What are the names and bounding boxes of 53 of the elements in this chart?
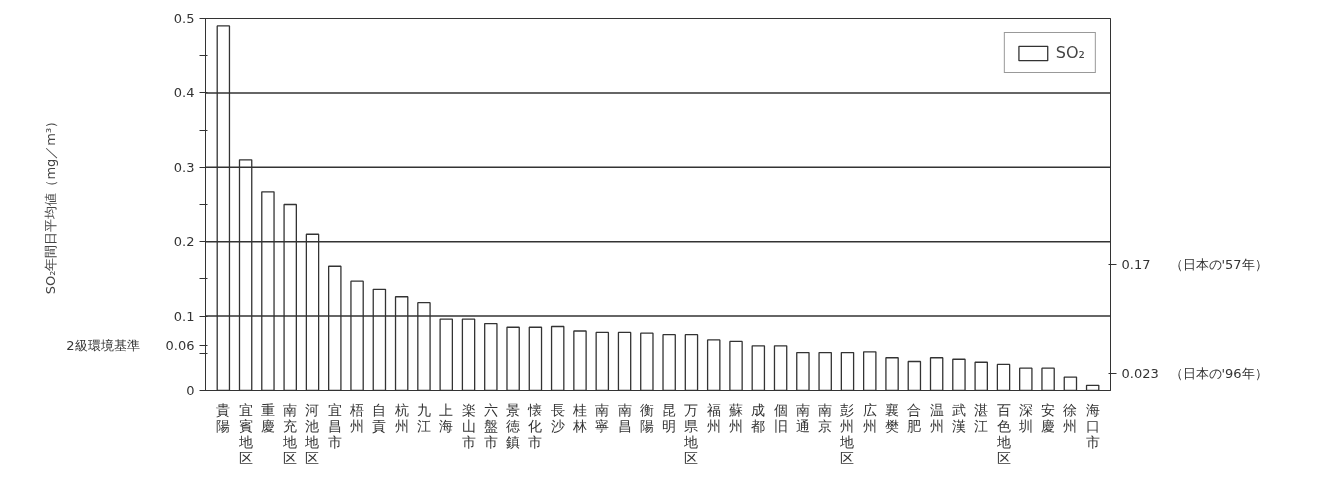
x-tick-label: 杭州 <box>393 401 409 434</box>
x-tick-label: 福州 <box>706 401 721 434</box>
x-tick-label: 長沙 <box>550 401 565 434</box>
text: （日本の'57年） <box>1169 256 1268 272</box>
x-tick-label: 徐州 <box>1063 401 1078 434</box>
y-tick-label: 0 <box>186 383 195 398</box>
y-tick-label: 0.4 <box>173 85 195 101</box>
x-tick-label: 宜賓地区 <box>237 401 253 466</box>
x-tick-label: 深圳 <box>1017 401 1033 434</box>
x-tick-label: 海口市 <box>1085 401 1100 450</box>
x-tick-label: 河池地区 <box>304 401 320 466</box>
x-tick-label: 宜昌市 <box>327 401 342 450</box>
x-tick-label: 梧州 <box>349 401 365 434</box>
x-tick-label: 百色地区 <box>995 401 1011 466</box>
x-tick-label: 衡陽 <box>639 401 654 434</box>
x-tick-label: 彭州地区 <box>839 401 855 466</box>
x-tick-label: 自貢 <box>372 401 387 434</box>
x-tick-label: 楽山市 <box>461 401 476 450</box>
x-tick-label: 武漢 <box>951 401 966 434</box>
legend-label: SO₂ <box>1055 43 1085 62</box>
x-tick-label: 安慶 <box>1041 401 1056 434</box>
x-tick-label: 湛江 <box>974 401 989 434</box>
x-tick-label: 広州 <box>862 401 877 434</box>
x-tick-label: 南充地区 <box>282 401 298 466</box>
y2-tick-label: 0.17 <box>1121 256 1151 272</box>
y-tick-label: 0.3 <box>173 159 195 175</box>
x-tick-label: 六盤市 <box>483 401 498 450</box>
x-tick-label: 合肥 <box>907 401 922 434</box>
y-tick-label: 0.2 <box>173 234 195 250</box>
x-tick-label: 成都 <box>751 401 766 434</box>
x-tick-label: 景徳鎮 <box>506 401 521 450</box>
y-tick-label: 2級環境基準 0.06 <box>66 338 195 354</box>
x-tick-label: 貴陽 <box>216 401 231 434</box>
y-tick-label: 0.1 <box>173 308 195 324</box>
x-tick-label: 昆明 <box>662 401 677 434</box>
x-tick-label: 南京 <box>818 401 833 434</box>
x-tick-label: 南昌 <box>617 401 632 434</box>
y-axis-title: SO₂年間日平均値（mg／m³） <box>43 114 59 295</box>
text: （日本の'96年） <box>1169 365 1268 381</box>
x-tick-label: 個旧 <box>773 401 788 434</box>
x-tick-label: 南寧 <box>595 401 610 434</box>
x-tick-label: 上海 <box>439 401 454 434</box>
y2-tick-label: 0.023 <box>1121 365 1159 381</box>
x-tick-label: 懐化市 <box>527 401 543 450</box>
x-tick-label: 桂林 <box>571 401 587 434</box>
x-tick-label: 重慶 <box>260 401 275 434</box>
x-tick-label: 九江 <box>416 401 431 434</box>
x-tick-label: 温州 <box>929 401 944 434</box>
x-tick-label: 南通 <box>795 401 810 434</box>
x-tick-label: 万県地区 <box>683 401 699 466</box>
x-tick-label: 蘇州 <box>729 401 744 434</box>
x-tick-label: 襄樊 <box>885 401 900 434</box>
y-tick-label: 0.5 <box>173 11 195 26</box>
